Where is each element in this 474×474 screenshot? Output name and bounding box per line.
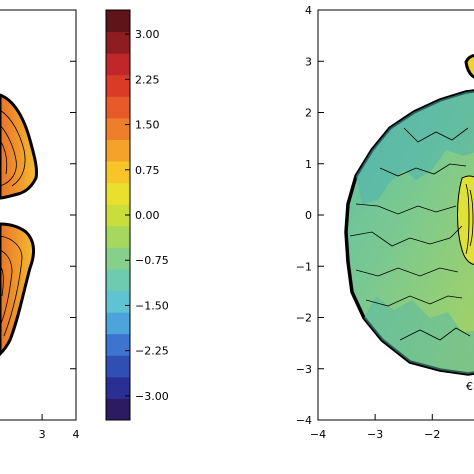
right-y-tick-label: −4 xyxy=(296,414,312,427)
left-lower-lobe-contours xyxy=(0,235,23,337)
colorbar-cell xyxy=(106,247,130,270)
colorbar-cell xyxy=(106,117,130,140)
right-y-tick-label: −1 xyxy=(296,260,312,273)
colorbar-cell xyxy=(106,31,130,54)
colorbar-cells xyxy=(106,10,130,421)
left-upper-lobe-contours xyxy=(0,109,26,187)
colorbar-cell xyxy=(106,10,130,33)
right-y-tick-label: 3 xyxy=(305,55,312,68)
colorbar-ticks: 3.00 2.25 1.50 0.75 0.00 −0.75 −1.50 −2.25 −3.00 xyxy=(125,28,169,403)
right-contour-field xyxy=(344,53,474,376)
left-upper-lobe xyxy=(0,93,38,200)
right-disc-lower-teal xyxy=(364,296,474,374)
right-x-tick-label: −2 xyxy=(424,428,440,441)
colorbar-cell xyxy=(106,161,130,184)
colorbar-cell xyxy=(106,204,130,227)
colorbar-tick-label: −1.50 xyxy=(135,299,169,312)
right-y-tick-label: 2 xyxy=(305,107,312,120)
colorbar: 3.00 2.25 1.50 0.75 0.00 −0.75 −1.50 −2.25 −3.00 xyxy=(105,9,169,421)
left-plot-frame xyxy=(0,9,77,421)
colorbar-cell xyxy=(106,74,130,97)
colorbar-tick-label: 2.25 xyxy=(135,73,160,86)
colorbar-tick-label: 0.75 xyxy=(135,164,160,177)
colorbar-cell xyxy=(106,398,130,421)
right-disc-teal-region xyxy=(356,91,474,204)
right-top-nub xyxy=(464,53,474,79)
right-x-tick-label: −4 xyxy=(310,428,326,441)
left-x-tick-label: 3 xyxy=(39,428,46,441)
right-yellow-hotspot xyxy=(457,175,474,266)
colorbar-cell xyxy=(106,312,130,335)
left-x-tick-label: 4 xyxy=(73,428,80,441)
right-plot-panel: 4 3 2 1 0 −1 −2 −3 −4 −4 −3 −2 € xyxy=(296,4,474,441)
right-y-tick-label: 1 xyxy=(305,158,312,171)
colorbar-cell xyxy=(106,96,130,119)
right-edge-cut-label: € xyxy=(466,380,473,393)
colorbar-tick-label: −2.25 xyxy=(135,345,169,358)
colorbar-cell xyxy=(106,290,130,313)
right-y-tick-label: 0 xyxy=(305,209,312,222)
colorbar-cell xyxy=(106,333,130,356)
right-y-tick-label: −2 xyxy=(296,312,312,325)
colorbar-tick-label: −3.00 xyxy=(135,390,169,403)
right-x-tick-label: −3 xyxy=(367,428,383,441)
colorbar-cell xyxy=(106,376,130,399)
colorbar-cell xyxy=(106,225,130,248)
colorbar-tick-label: 0.00 xyxy=(135,209,160,222)
colorbar-tick-label: 1.50 xyxy=(135,119,160,132)
right-y-axis: 4 3 2 1 0 −1 −2 −3 −4 xyxy=(296,4,324,427)
right-y-tick-label: 4 xyxy=(305,4,312,17)
right-y-tick-label: −3 xyxy=(296,363,312,376)
colorbar-cell xyxy=(106,139,130,162)
colorbar-cell xyxy=(106,182,130,205)
colorbar-tick-label: 3.00 xyxy=(135,28,160,41)
colorbar-cell xyxy=(106,355,130,378)
right-x-axis: −4 −3 −2 xyxy=(310,414,440,441)
colorbar-cell xyxy=(106,53,130,76)
colorbar-tick-label: −0.75 xyxy=(135,254,169,267)
right-disc-contours xyxy=(349,127,474,341)
left-contour-field xyxy=(0,93,38,357)
left-lower-lobe xyxy=(0,222,35,357)
colorbar-cell xyxy=(106,268,130,292)
